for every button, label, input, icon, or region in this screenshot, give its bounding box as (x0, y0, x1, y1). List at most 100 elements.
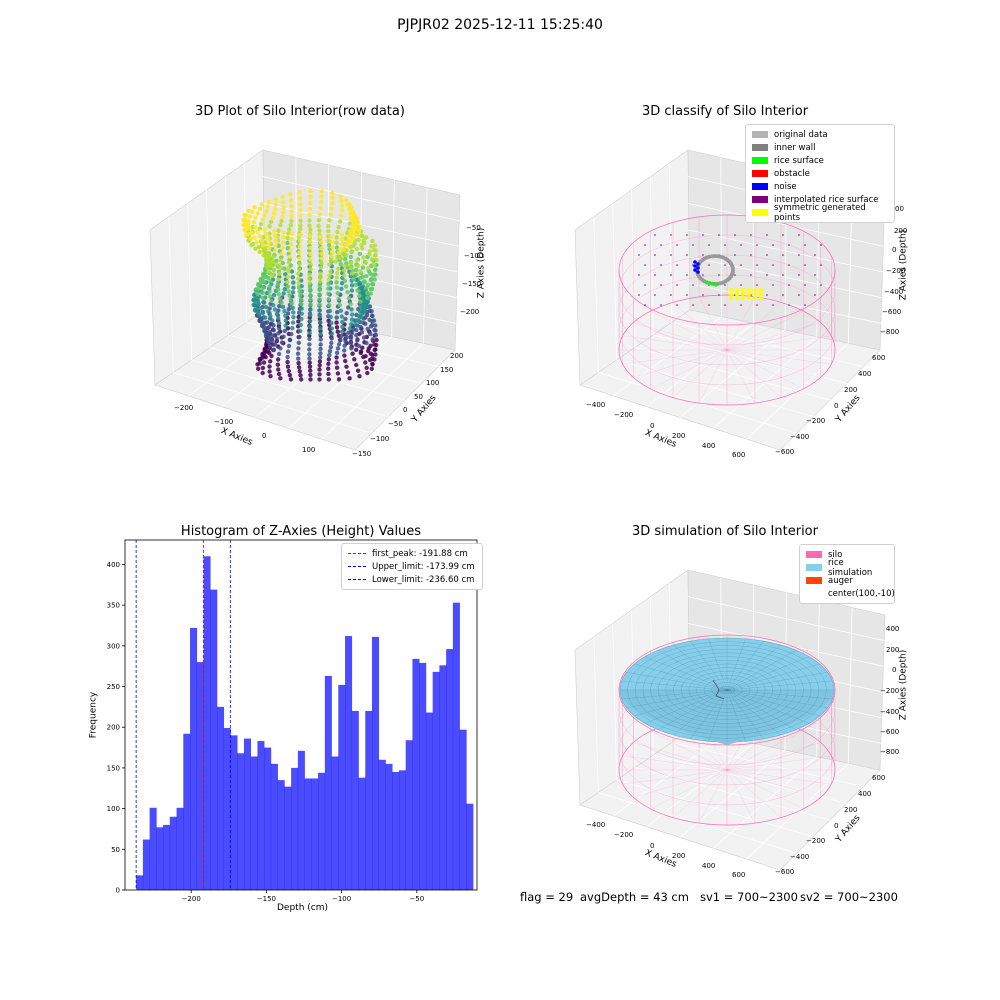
raw-point (254, 307, 259, 312)
raw-point (260, 295, 266, 301)
raw-point (285, 364, 291, 369)
interpolated-point (734, 254, 736, 256)
raw-point (263, 304, 269, 310)
raw-point (369, 286, 375, 291)
interpolated-point (654, 274, 656, 276)
raw-point (308, 245, 313, 251)
raw-point (368, 291, 373, 296)
histogram-bar (243, 738, 251, 890)
raw-point (273, 202, 278, 207)
raw-point (334, 315, 339, 320)
raw-point (356, 237, 361, 243)
raw-point (256, 312, 262, 317)
silo-spoke (650, 310, 728, 351)
interpolated-point (692, 284, 694, 286)
interpolated-point (814, 274, 816, 276)
raw-point (334, 320, 339, 325)
raw-point (307, 336, 312, 342)
raw-point (290, 290, 296, 295)
interpolated-point (750, 234, 752, 236)
silo-spoke (633, 742, 728, 771)
silo-spoke (726, 769, 804, 810)
raw-point (327, 353, 332, 358)
interpolated-point (638, 274, 640, 276)
raw-point (263, 355, 268, 360)
raw-point (327, 218, 332, 223)
legend-entry: inner wall (752, 141, 888, 154)
interpolated-point (772, 244, 774, 246)
raw-point (358, 304, 363, 309)
raw-point (297, 262, 302, 267)
histogram-ytick-label: 350 (107, 602, 120, 610)
raw-point (269, 273, 275, 278)
raw-point (335, 270, 340, 276)
raw-ytick: 200 (450, 352, 464, 360)
raw-point (336, 266, 341, 271)
histogram-bar (270, 763, 278, 890)
simulation-ytick: −200 (806, 837, 826, 845)
raw-point (351, 326, 356, 332)
raw-point (359, 242, 364, 248)
raw-point (268, 279, 273, 284)
auger-path (712, 679, 725, 700)
raw-point (335, 229, 340, 235)
silo-spoke (726, 769, 782, 818)
sv1-text: sv1 = 700~2300 (700, 890, 798, 904)
raw-point (282, 328, 287, 334)
grid-line (593, 216, 599, 373)
raw-point (271, 333, 276, 338)
raw-ztick: −150 (462, 280, 482, 288)
raw-point (307, 284, 313, 290)
grid-line (224, 176, 229, 336)
simulation-ztick: −200 (880, 687, 900, 695)
raw-point (360, 265, 366, 270)
raw-point (341, 247, 347, 252)
raw-point (289, 209, 294, 214)
raw-point (256, 366, 261, 371)
raw-point (273, 342, 278, 347)
raw-point (346, 305, 351, 310)
raw-point (372, 327, 377, 333)
raw-point (355, 338, 360, 343)
interpolated-point (676, 304, 678, 306)
histogram-bar (466, 803, 474, 890)
classify-ytick: −600 (775, 448, 795, 456)
raw-xtick: 0 (262, 432, 267, 440)
raw-point (348, 254, 354, 260)
grid-line (687, 229, 886, 273)
classify-ytick: 0 (834, 402, 839, 410)
symmetric-point (741, 296, 745, 300)
interpolated-point (686, 234, 688, 236)
grid-line (422, 187, 428, 344)
interpolated-point (702, 294, 704, 296)
raw-point (299, 301, 304, 307)
symmetric-point (741, 292, 745, 296)
raw-point (349, 346, 354, 351)
raw-point (333, 259, 339, 264)
symmetric-point (759, 288, 763, 292)
raw-point (369, 276, 374, 281)
grid-line (687, 622, 886, 668)
raw-point (318, 346, 323, 352)
histogram-bar (398, 770, 406, 890)
histogram-bar (318, 772, 326, 890)
raw-point (349, 307, 354, 312)
raw-plot-title: 3D Plot of Silo Interior(row data) (195, 104, 405, 119)
noise-point (693, 268, 697, 272)
silo-spoke (622, 755, 728, 771)
raw-point (339, 256, 344, 261)
raw-point (371, 247, 377, 253)
histogram-title: Histogram of Z-Axies (Height) Values (180, 524, 422, 539)
classify-ytick: −400 (790, 433, 810, 441)
raw-point (308, 372, 313, 378)
classify-zlabel: Z Axies (Depth) (898, 229, 909, 301)
inner-wall-point (730, 265, 735, 270)
raw-point (248, 236, 253, 242)
interpolated-point (724, 284, 726, 286)
raw-point (344, 334, 350, 340)
raw-point (276, 320, 282, 326)
classify-ytick: −200 (806, 417, 826, 425)
interpolated-point (804, 264, 806, 266)
simulation-3d-plot (574, 569, 886, 871)
raw-point (317, 283, 322, 288)
